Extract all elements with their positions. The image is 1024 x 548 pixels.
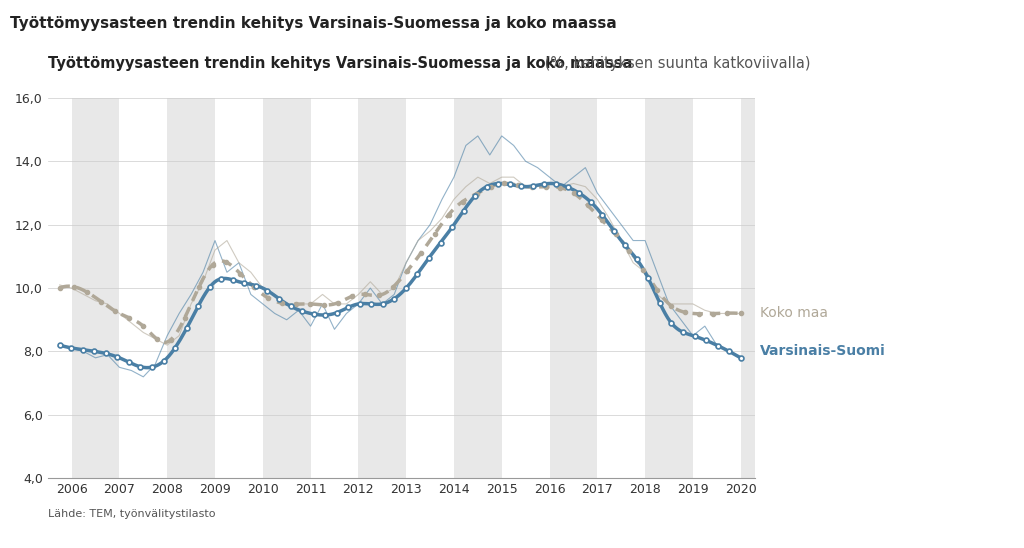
Bar [454, 98, 502, 478]
Text: Työttömyysasteen trendin kehitys Varsinais-Suomessa ja koko maassa: Työttömyysasteen trendin kehitys Varsina… [48, 56, 632, 71]
Bar [72, 98, 120, 478]
Bar [263, 98, 310, 478]
Text: Koko maa: Koko maa [760, 306, 827, 321]
Bar [550, 98, 597, 478]
Bar [645, 98, 693, 478]
Bar [740, 98, 788, 478]
Text: Työttömyysasteen trendin kehitys Varsinais-Suomessa ja koko maassa: Työttömyysasteen trendin kehitys Varsina… [10, 16, 617, 31]
Text: (%, kehityksen suunta katkoviivalla): (%, kehityksen suunta katkoviivalla) [540, 56, 810, 71]
Bar [358, 98, 407, 478]
Text: Lähde: TEM, työnvälitystilasto: Lähde: TEM, työnvälitystilasto [48, 509, 215, 519]
Text: Varsinais-Suomi: Varsinais-Suomi [760, 345, 886, 358]
Bar [167, 98, 215, 478]
